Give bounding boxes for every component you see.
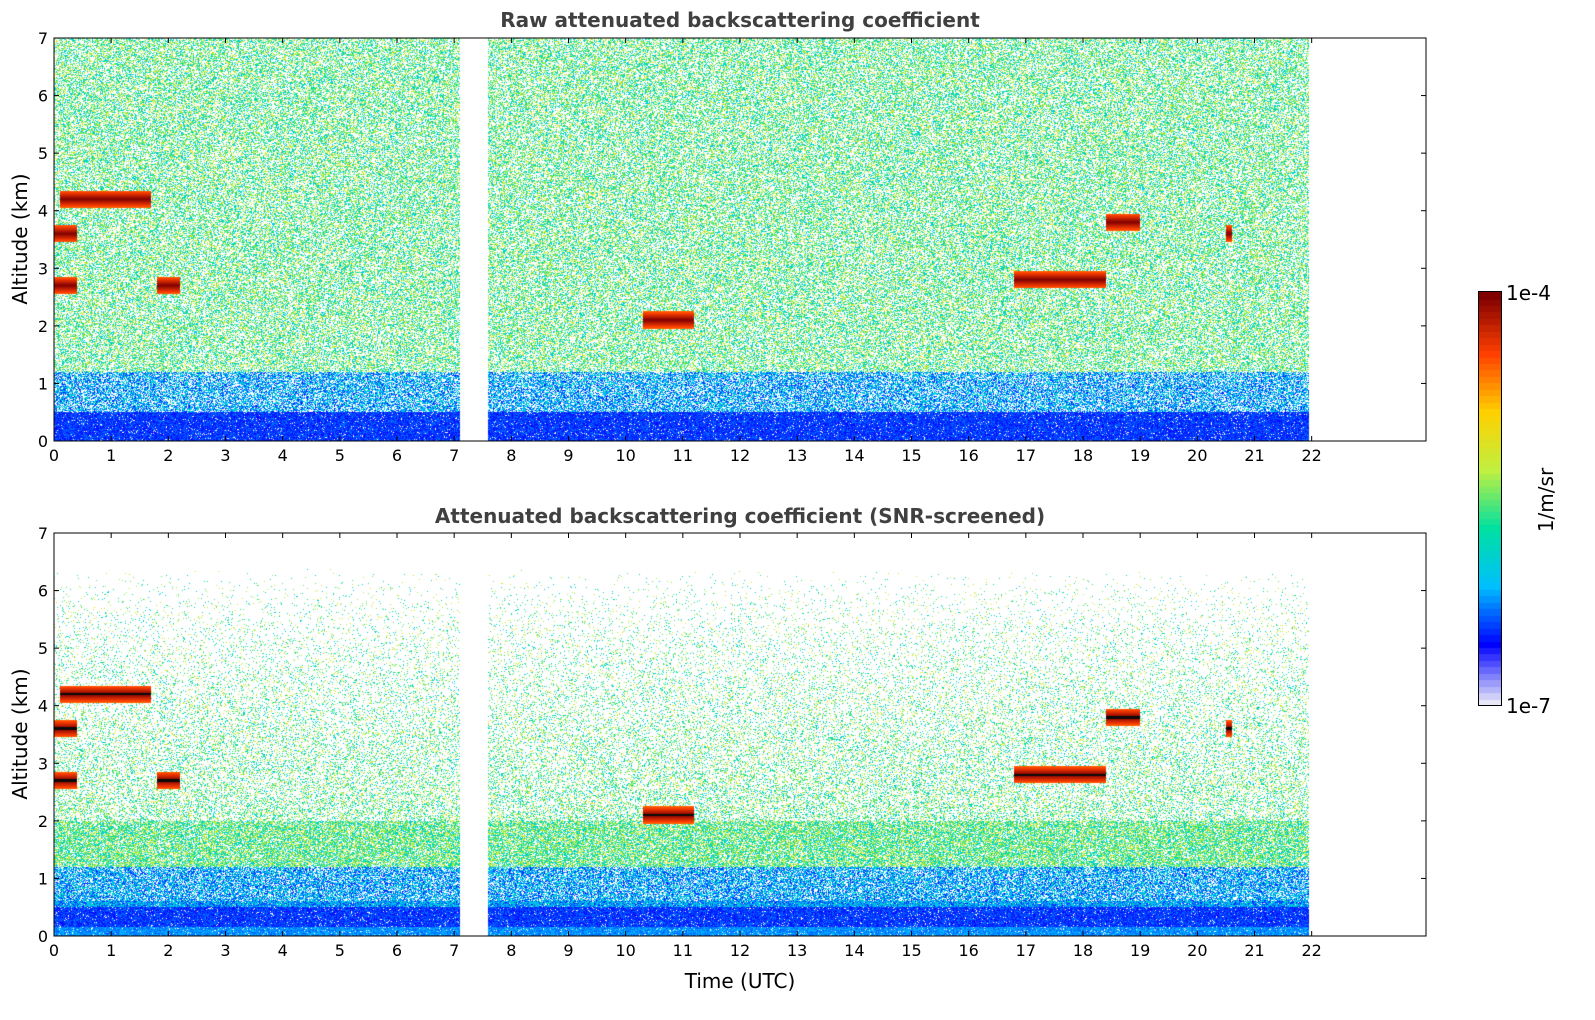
bottom-x-tick-label: 12 [730, 941, 750, 960]
top-x-tick-label: 5 [335, 446, 345, 465]
bottom-heatmap [54, 533, 1426, 936]
bottom-x-tick-label: 10 [615, 941, 635, 960]
bottom-x-tick-label: 3 [220, 941, 230, 960]
top-x-tick-label: 21 [1244, 446, 1264, 465]
top-y-tick-label: 1 [38, 374, 48, 393]
bottom-y-tick-label: 7 [38, 524, 48, 543]
bottom-x-tick-label: 20 [1187, 941, 1207, 960]
top-x-tick-label: 12 [730, 446, 750, 465]
bottom-plot-frame [53, 532, 1427, 937]
top-x-tick-label: 15 [901, 446, 921, 465]
bottom-y-tick-label: 4 [38, 697, 48, 716]
top-x-tick-label: 4 [278, 446, 288, 465]
bottom-y-tick-label: 6 [38, 582, 48, 601]
top-x-tick-label: 18 [1073, 446, 1093, 465]
top-x-tick-label: 10 [615, 446, 635, 465]
bottom-x-tick-label: 13 [787, 941, 807, 960]
bottom-x-tick-label: 22 [1301, 941, 1321, 960]
bottom-y-tick-label: 1 [38, 869, 48, 888]
bottom-x-tick-label: 18 [1073, 941, 1093, 960]
bottom-y-tick-label: 5 [38, 639, 48, 658]
colorbar-min-label: 1e-7 [1506, 694, 1551, 718]
top-chart-title: Raw attenuated backscattering coefficien… [500, 8, 980, 32]
top-heatmap [54, 38, 1426, 441]
top-x-tick-label: 13 [787, 446, 807, 465]
bottom-x-tick-label: 0 [49, 941, 59, 960]
top-x-tick-label: 11 [673, 446, 693, 465]
bottom-x-tick-label: 21 [1244, 941, 1264, 960]
bottom-y-tick-label: 0 [38, 927, 48, 946]
bottom-x-tick-label: 19 [1130, 941, 1150, 960]
bottom-x-tick-label: 11 [673, 941, 693, 960]
top-y-tick-label: 4 [38, 202, 48, 221]
top-x-tick-label: 14 [844, 446, 864, 465]
top-x-tick-label: 6 [392, 446, 402, 465]
bottom-x-tick-label: 9 [563, 941, 573, 960]
bottom-chart-title: Attenuated backscattering coefficient (S… [434, 504, 1046, 528]
bottom-x-tick-label: 4 [278, 941, 288, 960]
bottom-y-tick-label: 3 [38, 754, 48, 773]
top-y-tick-label: 2 [38, 317, 48, 336]
bottom-x-tick-label: 7 [449, 941, 459, 960]
bottom-x-tick-label: 16 [958, 941, 978, 960]
top-x-tick-label: 1 [106, 446, 116, 465]
top-y-tick-label: 0 [38, 432, 48, 451]
bottom-x-tick-label: 15 [901, 941, 921, 960]
top-x-tick-label: 19 [1130, 446, 1150, 465]
top-x-tick-label: 2 [163, 446, 173, 465]
bottom-x-tick-label: 1 [106, 941, 116, 960]
top-y-tick-label: 7 [38, 29, 48, 48]
colorbar-max-label: 1e-4 [1506, 281, 1551, 305]
bottom-x-tick-label: 17 [1016, 941, 1036, 960]
top-x-tick-label: 9 [563, 446, 573, 465]
top-y-tick-label: 5 [38, 144, 48, 163]
top-y-tick-label: 3 [38, 259, 48, 278]
x-axis-label: Time (UTC) [684, 969, 796, 993]
bottom-x-tick-label: 14 [844, 941, 864, 960]
top-x-tick-label: 3 [220, 446, 230, 465]
bottom-x-tick-label: 8 [506, 941, 516, 960]
bottom-x-tick-label: 5 [335, 941, 345, 960]
bottom-x-tick-label: 6 [392, 941, 402, 960]
top-x-tick-label: 17 [1016, 446, 1036, 465]
top-x-tick-label: 20 [1187, 446, 1207, 465]
colorbar [1478, 291, 1502, 706]
top-y-tick-label: 6 [38, 87, 48, 106]
top-x-tick-label: 8 [506, 446, 516, 465]
top-x-tick-label: 0 [49, 446, 59, 465]
top-x-tick-label: 7 [449, 446, 459, 465]
bottom-x-tick-label: 2 [163, 941, 173, 960]
bottom-y-tick-label: 2 [38, 812, 48, 831]
top-x-tick-label: 16 [958, 446, 978, 465]
top-plot-frame [53, 37, 1427, 442]
top-x-tick-label: 22 [1301, 446, 1321, 465]
